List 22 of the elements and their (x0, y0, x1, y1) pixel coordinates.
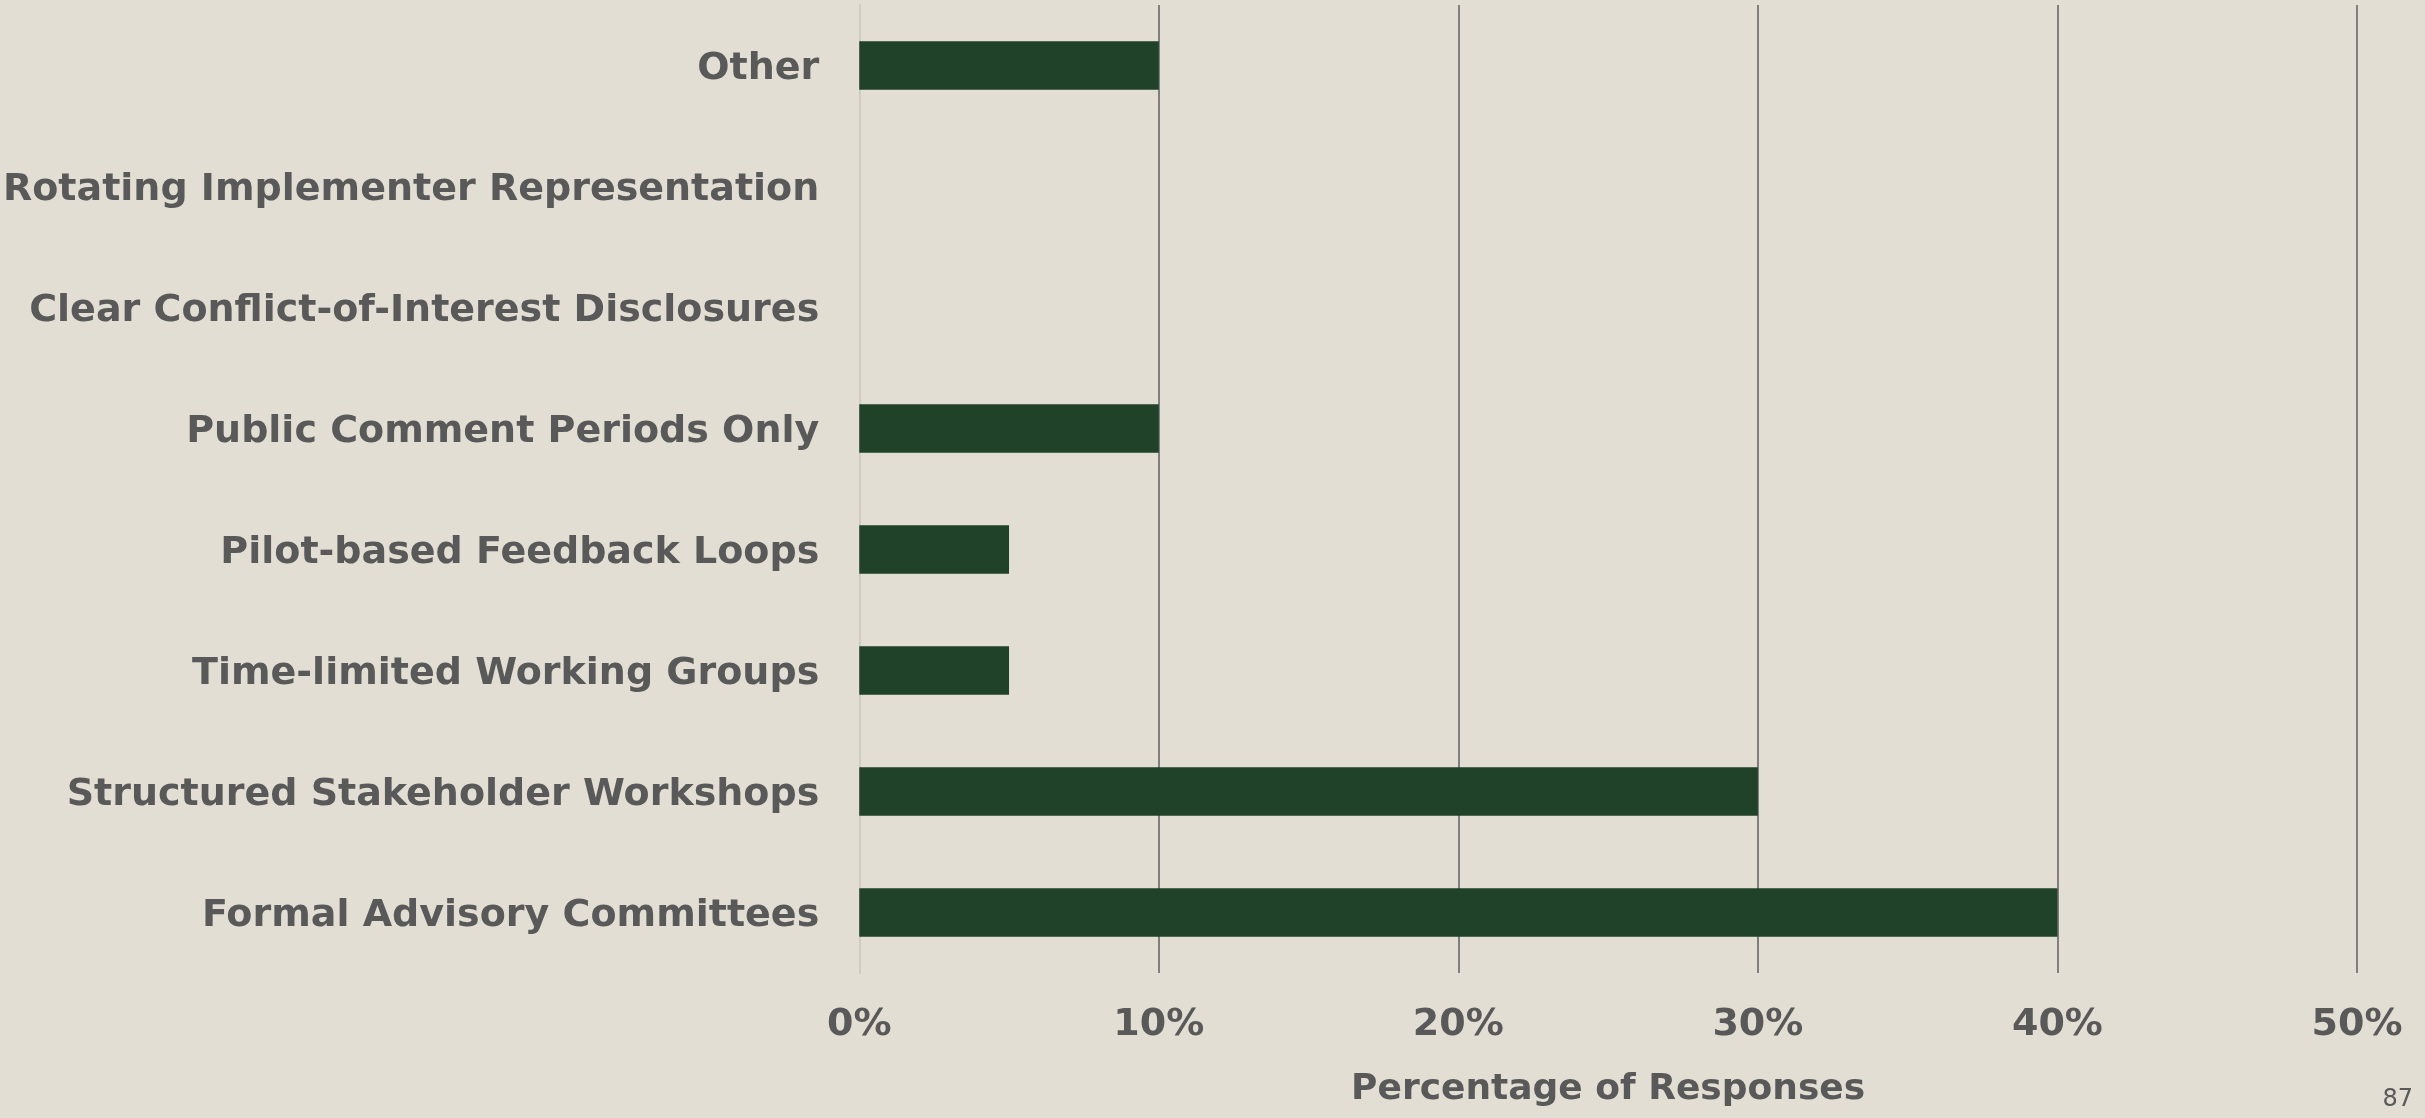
bar (859, 404, 1159, 453)
y-tick-label: Rotating Implementer Representation (2, 164, 820, 209)
y-tick-label: Other (697, 43, 820, 88)
y-tick-label: Pilot-based Feedback Loops (220, 527, 820, 572)
text: 87 (2382, 1084, 2414, 1112)
y-tick-label: Clear Conflict-of-Interest Disclosures (29, 285, 820, 330)
x-axis-title: Percentage of Responses (1351, 1065, 1866, 1107)
x-tick-label: 20% (1412, 1000, 1504, 1044)
bar (859, 41, 1159, 90)
y-tick-label: Structured Stakeholder Workshops (66, 769, 820, 814)
y-tick-label: Public Comment Periods Only (186, 406, 820, 451)
x-tick-label: 0% (827, 1000, 892, 1044)
x-tick-label: 10% (1113, 1000, 1205, 1044)
y-tick-label: Time-limited Working Groups (192, 648, 820, 693)
bar (859, 525, 1010, 574)
x-tick-label: 30% (1712, 1000, 1804, 1044)
bar (859, 646, 1010, 695)
bar (859, 767, 1758, 816)
bar (859, 888, 2058, 937)
x-tick-label: 40% (2011, 1000, 2103, 1044)
y-tick-label: Formal Advisory Committees (201, 890, 820, 935)
x-tick-label: 50% (2311, 1000, 2403, 1044)
